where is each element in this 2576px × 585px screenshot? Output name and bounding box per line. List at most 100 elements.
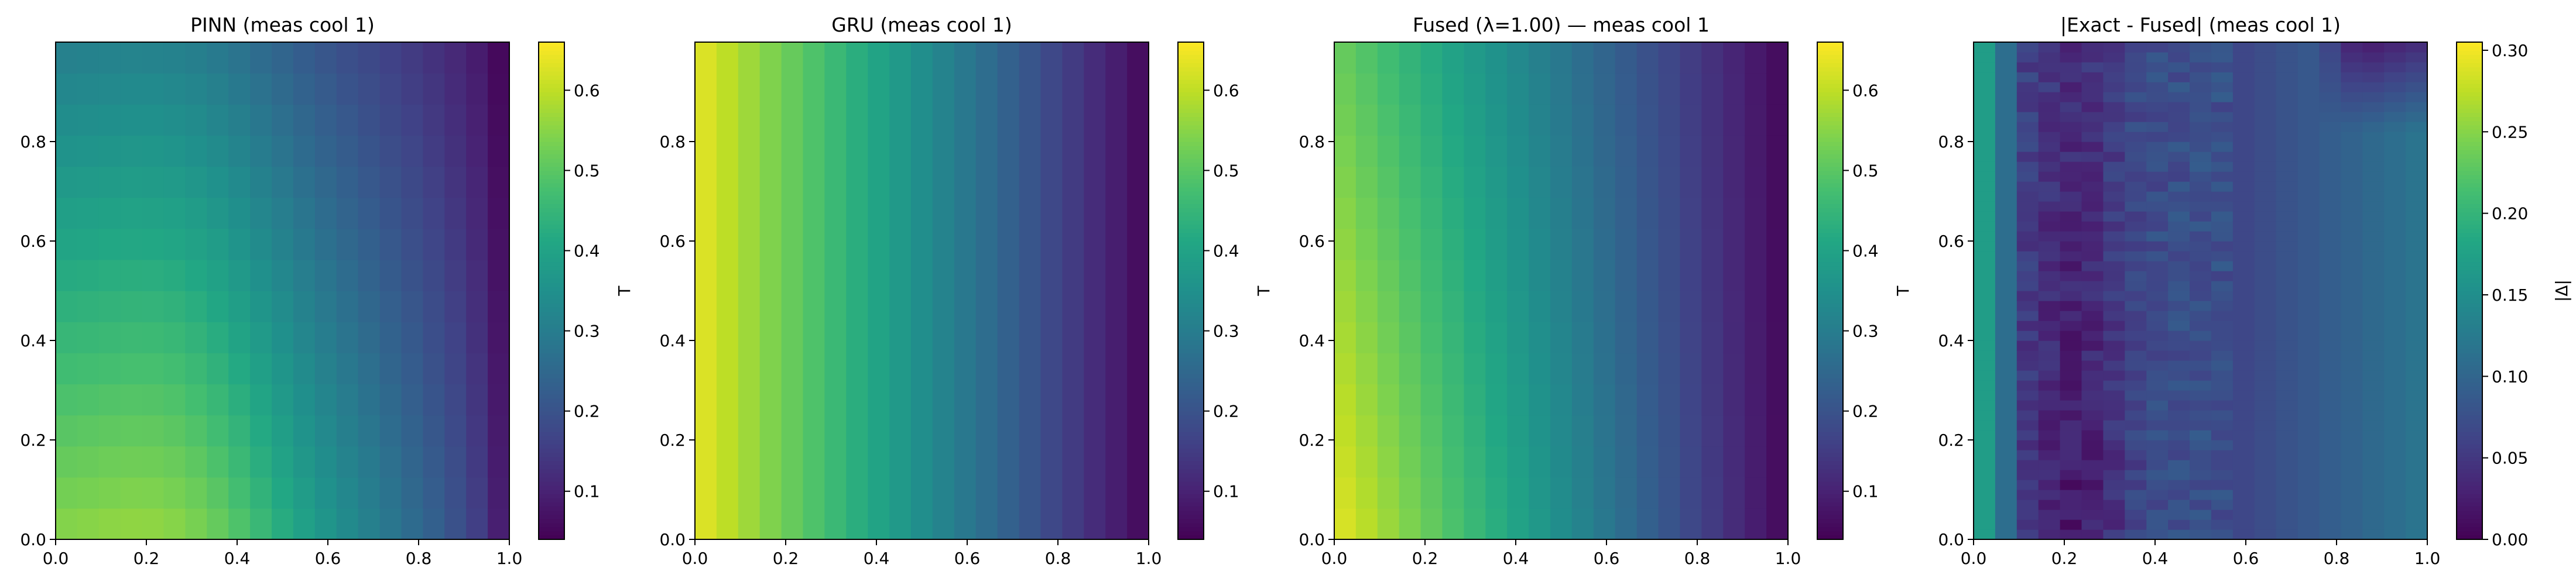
- heatmap-cell: [2146, 181, 2169, 192]
- heatmap-cell: [293, 446, 316, 478]
- colorbar-step: [1817, 142, 1843, 146]
- heatmap-cell: [2168, 281, 2190, 291]
- heatmap-cell: [2060, 440, 2082, 450]
- colorbar-step: [2457, 270, 2482, 275]
- colorbar-step: [1817, 150, 1843, 154]
- heatmap-cell: [2384, 191, 2406, 202]
- heatmap-cell: [56, 135, 78, 167]
- heatmap-cell: [2254, 420, 2277, 431]
- heatmap-cell: [1399, 446, 1421, 478]
- heatmap-cell: [2168, 291, 2190, 301]
- heatmap-cell: [2146, 331, 2169, 341]
- heatmap-cell: [1766, 446, 1789, 478]
- heatmap-cell: [2016, 360, 2039, 371]
- heatmap-cell: [401, 42, 423, 74]
- heatmap-cell: [2038, 261, 2061, 271]
- heatmap-cell: [1593, 322, 1616, 353]
- heatmap-cell: [314, 166, 337, 198]
- heatmap-cell: [2232, 480, 2255, 490]
- heatmap-cell: [2081, 241, 2104, 252]
- colorbar-step: [2457, 83, 2482, 88]
- heatmap-cell: [1550, 291, 1573, 322]
- heatmap-cell: [1615, 508, 1638, 540]
- heatmap-cell: [98, 384, 121, 416]
- heatmap-cell: [1636, 42, 1659, 74]
- heatmap-cell: [185, 446, 207, 478]
- heatmap-cell: [1550, 446, 1573, 478]
- heatmap-cell: [488, 228, 510, 260]
- heatmap-cell: [1995, 311, 2017, 321]
- heatmap-cell: [2103, 390, 2125, 401]
- heatmap-cell: [2384, 360, 2406, 371]
- heatmap-cell: [314, 477, 337, 509]
- heatmap-cell: [1019, 42, 1042, 540]
- heatmap-cell: [1377, 104, 1400, 136]
- heatmap-cell: [1593, 384, 1616, 416]
- heatmap-cell: [444, 415, 467, 447]
- colorbar-step: [1178, 319, 1204, 325]
- heatmap-cell: [2211, 301, 2234, 311]
- heatmap-cell: [358, 73, 381, 105]
- heatmap-cell: [358, 291, 381, 322]
- heatmap-cell: [2038, 470, 2061, 480]
- heatmap-cell: [1680, 353, 1702, 384]
- heatmap-cell: [1995, 390, 2017, 401]
- heatmap-cell: [207, 415, 229, 447]
- heatmap-cell: [2038, 62, 2061, 73]
- plot-frame: [1334, 42, 1789, 540]
- heatmap-cell: [1995, 132, 2017, 142]
- heatmap-cell: [1529, 384, 1551, 416]
- heatmap-cell: [2038, 450, 2061, 460]
- heatmap-cell: [444, 104, 467, 136]
- colorbar-step: [1817, 481, 1843, 486]
- heatmap-cell: [2125, 152, 2147, 162]
- heatmap-cell: [2362, 171, 2385, 182]
- heatmap-cell: [2016, 350, 2039, 361]
- colorbar-step: [2457, 261, 2482, 267]
- heatmap-cell: [2190, 311, 2212, 321]
- heatmap-cell: [1334, 353, 1356, 384]
- heatmap-cell: [2168, 350, 2190, 361]
- heatmap-cell: [2081, 102, 2104, 112]
- heatmap-cell: [488, 477, 510, 509]
- heatmap-cell: [2190, 122, 2212, 132]
- heatmap-cell: [142, 477, 165, 509]
- heatmap-cell: [163, 259, 186, 291]
- chart-title: |Exact - Fused| (meas cool 1): [2060, 13, 2341, 36]
- heatmap-cell: [2384, 301, 2406, 311]
- colorbar-step: [1817, 286, 1843, 291]
- heatmap-cell: [1974, 281, 1996, 291]
- heatmap-cell: [120, 104, 143, 136]
- heatmap-cell: [1464, 259, 1486, 291]
- heatmap-cell: [2341, 191, 2363, 202]
- heatmap-cell: [2060, 410, 2082, 421]
- heatmap-cell: [2060, 82, 2082, 92]
- heatmap-cell: [2232, 400, 2255, 411]
- heatmap-cell: [1995, 410, 2017, 421]
- heatmap-cell: [2384, 82, 2406, 92]
- heatmap-cell: [2384, 281, 2406, 291]
- heatmap-cell: [1593, 415, 1616, 447]
- heatmap-cell: [2060, 251, 2082, 261]
- heatmap-cell: [2125, 221, 2147, 232]
- heatmap-cell: [2384, 181, 2406, 192]
- heatmap-cell: [2276, 112, 2298, 122]
- colorbar-step: [2457, 311, 2482, 316]
- heatmap-cell: [2103, 181, 2125, 192]
- colorbar-step: [1178, 307, 1204, 312]
- heatmap-cell: [293, 228, 316, 260]
- heatmap-cell: [336, 197, 359, 229]
- colorbar-step: [1178, 150, 1204, 154]
- heatmap-cell: [2125, 82, 2147, 92]
- colorbar-step: [1817, 133, 1843, 138]
- colorbar-step: [2457, 407, 2482, 412]
- heatmap-cell: [2038, 340, 2061, 351]
- heatmap-cell: [2297, 271, 2320, 281]
- heatmap-cell: [1974, 480, 1996, 490]
- heatmap-cell: [1377, 135, 1400, 167]
- heatmap-cell: [2081, 400, 2104, 411]
- heatmap-cell: [2232, 360, 2255, 371]
- heatmap-cell: [2341, 132, 2363, 142]
- heatmap-cell: [2319, 161, 2341, 172]
- heatmap-cell: [1485, 477, 1508, 509]
